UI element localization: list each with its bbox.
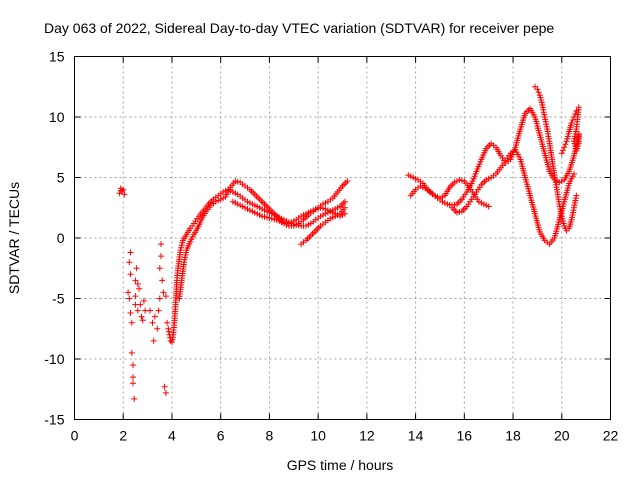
- series-late-track: [532, 83, 580, 234]
- data-point: [341, 204, 348, 211]
- series-main-track-3: [229, 198, 348, 227]
- series-late-track-2: [558, 104, 582, 157]
- data-point: [159, 277, 166, 284]
- data-point: [149, 319, 156, 326]
- data-point: [126, 295, 133, 302]
- data-point: [575, 130, 582, 137]
- series-scatter-col-a: [125, 249, 139, 402]
- data-point: [137, 301, 144, 308]
- x-tick-label: 12: [359, 428, 375, 444]
- data-point: [127, 310, 134, 316]
- data-point: [571, 170, 577, 177]
- data-point: [132, 293, 139, 300]
- series-dip-track: [298, 204, 348, 248]
- data-point: [128, 349, 135, 356]
- data-point: [127, 249, 134, 256]
- data-point: [130, 362, 136, 369]
- data-point: [534, 86, 541, 93]
- data-point: [535, 89, 542, 96]
- data-point: [150, 337, 157, 344]
- y-tick-label: 10: [49, 109, 65, 125]
- data-point: [136, 285, 143, 292]
- data-point: [558, 150, 565, 157]
- data-point: [155, 307, 162, 314]
- data-point: [573, 192, 580, 199]
- data-point: [138, 313, 145, 320]
- data-point: [139, 317, 146, 324]
- axis-ticks: [74, 56, 611, 420]
- x-tick-label: 2: [119, 428, 127, 444]
- x-tick-label: 18: [505, 428, 521, 444]
- data-point: [140, 297, 147, 304]
- data-point: [134, 281, 141, 287]
- series-main-track-1: [165, 186, 348, 346]
- data-point: [344, 178, 351, 185]
- data-point: [130, 374, 136, 381]
- x-tick-label: 4: [168, 428, 176, 444]
- data-point: [165, 328, 172, 335]
- x-tick-label: 8: [266, 428, 274, 444]
- data-point: [121, 191, 128, 198]
- data-point: [156, 295, 163, 302]
- series-main-track-2: [176, 178, 351, 302]
- data-point: [126, 259, 133, 266]
- data-point: [162, 293, 169, 300]
- data-point: [158, 253, 164, 260]
- y-tick-label: -10: [44, 351, 64, 367]
- series-evening-track-1: [405, 105, 582, 209]
- data-point: [165, 325, 172, 332]
- x-tick-label: 22: [603, 428, 619, 444]
- y-tick-label: 0: [57, 230, 65, 246]
- series-scatter-col-b: [132, 265, 149, 324]
- data-point: [133, 265, 140, 272]
- data-point: [117, 187, 124, 194]
- series-scatter-col-c: [147, 241, 171, 396]
- data-point: [134, 307, 141, 314]
- y-tick-labels: -15 -10 -5 0 5 10 15: [44, 49, 64, 428]
- x-tick-label: 16: [457, 428, 473, 444]
- data-point: [125, 289, 132, 296]
- x-tick-labels: 0 2 4 6 8 10 12 14 16 18 20 22: [71, 428, 619, 444]
- data-point: [131, 395, 138, 402]
- data-point: [151, 313, 158, 320]
- data-point: [568, 120, 575, 127]
- data-point: [560, 147, 566, 154]
- chart-title: Day 063 of 2022, Sidereal Day-to-day VTE…: [44, 20, 554, 36]
- data-point: [164, 319, 171, 326]
- x-tick-label: 6: [217, 428, 225, 444]
- data-point: [154, 325, 161, 332]
- x-tick-label: 0: [71, 428, 79, 444]
- data-point: [156, 265, 163, 272]
- data-point: [127, 271, 134, 278]
- data-point: [130, 380, 136, 387]
- y-tick-label: -5: [52, 291, 65, 307]
- x-axis-label: GPS time / hours: [287, 457, 394, 473]
- data-point: [485, 203, 492, 210]
- grid: [74, 56, 611, 420]
- data-point: [341, 198, 348, 205]
- data-point: [160, 289, 167, 296]
- data-point: [161, 383, 168, 390]
- y-tick-label: 5: [57, 170, 65, 186]
- data-point: [147, 307, 153, 314]
- y-tick-label: -15: [44, 412, 64, 428]
- x-tick-label: 20: [554, 428, 570, 444]
- data-point: [562, 141, 569, 148]
- data-points: [116, 83, 582, 402]
- x-tick-label: 10: [310, 428, 326, 444]
- y-axis-label: SDTVAR / TECUs: [6, 182, 22, 294]
- x-tick-label: 14: [408, 428, 424, 444]
- data-point: [569, 117, 576, 123]
- series-early-cluster: [116, 185, 128, 198]
- data-point: [128, 319, 135, 326]
- y-tick-label: 15: [49, 49, 65, 65]
- data-point: [132, 277, 139, 284]
- data-point: [162, 389, 169, 396]
- data-point: [561, 144, 568, 151]
- data-point: [158, 241, 164, 248]
